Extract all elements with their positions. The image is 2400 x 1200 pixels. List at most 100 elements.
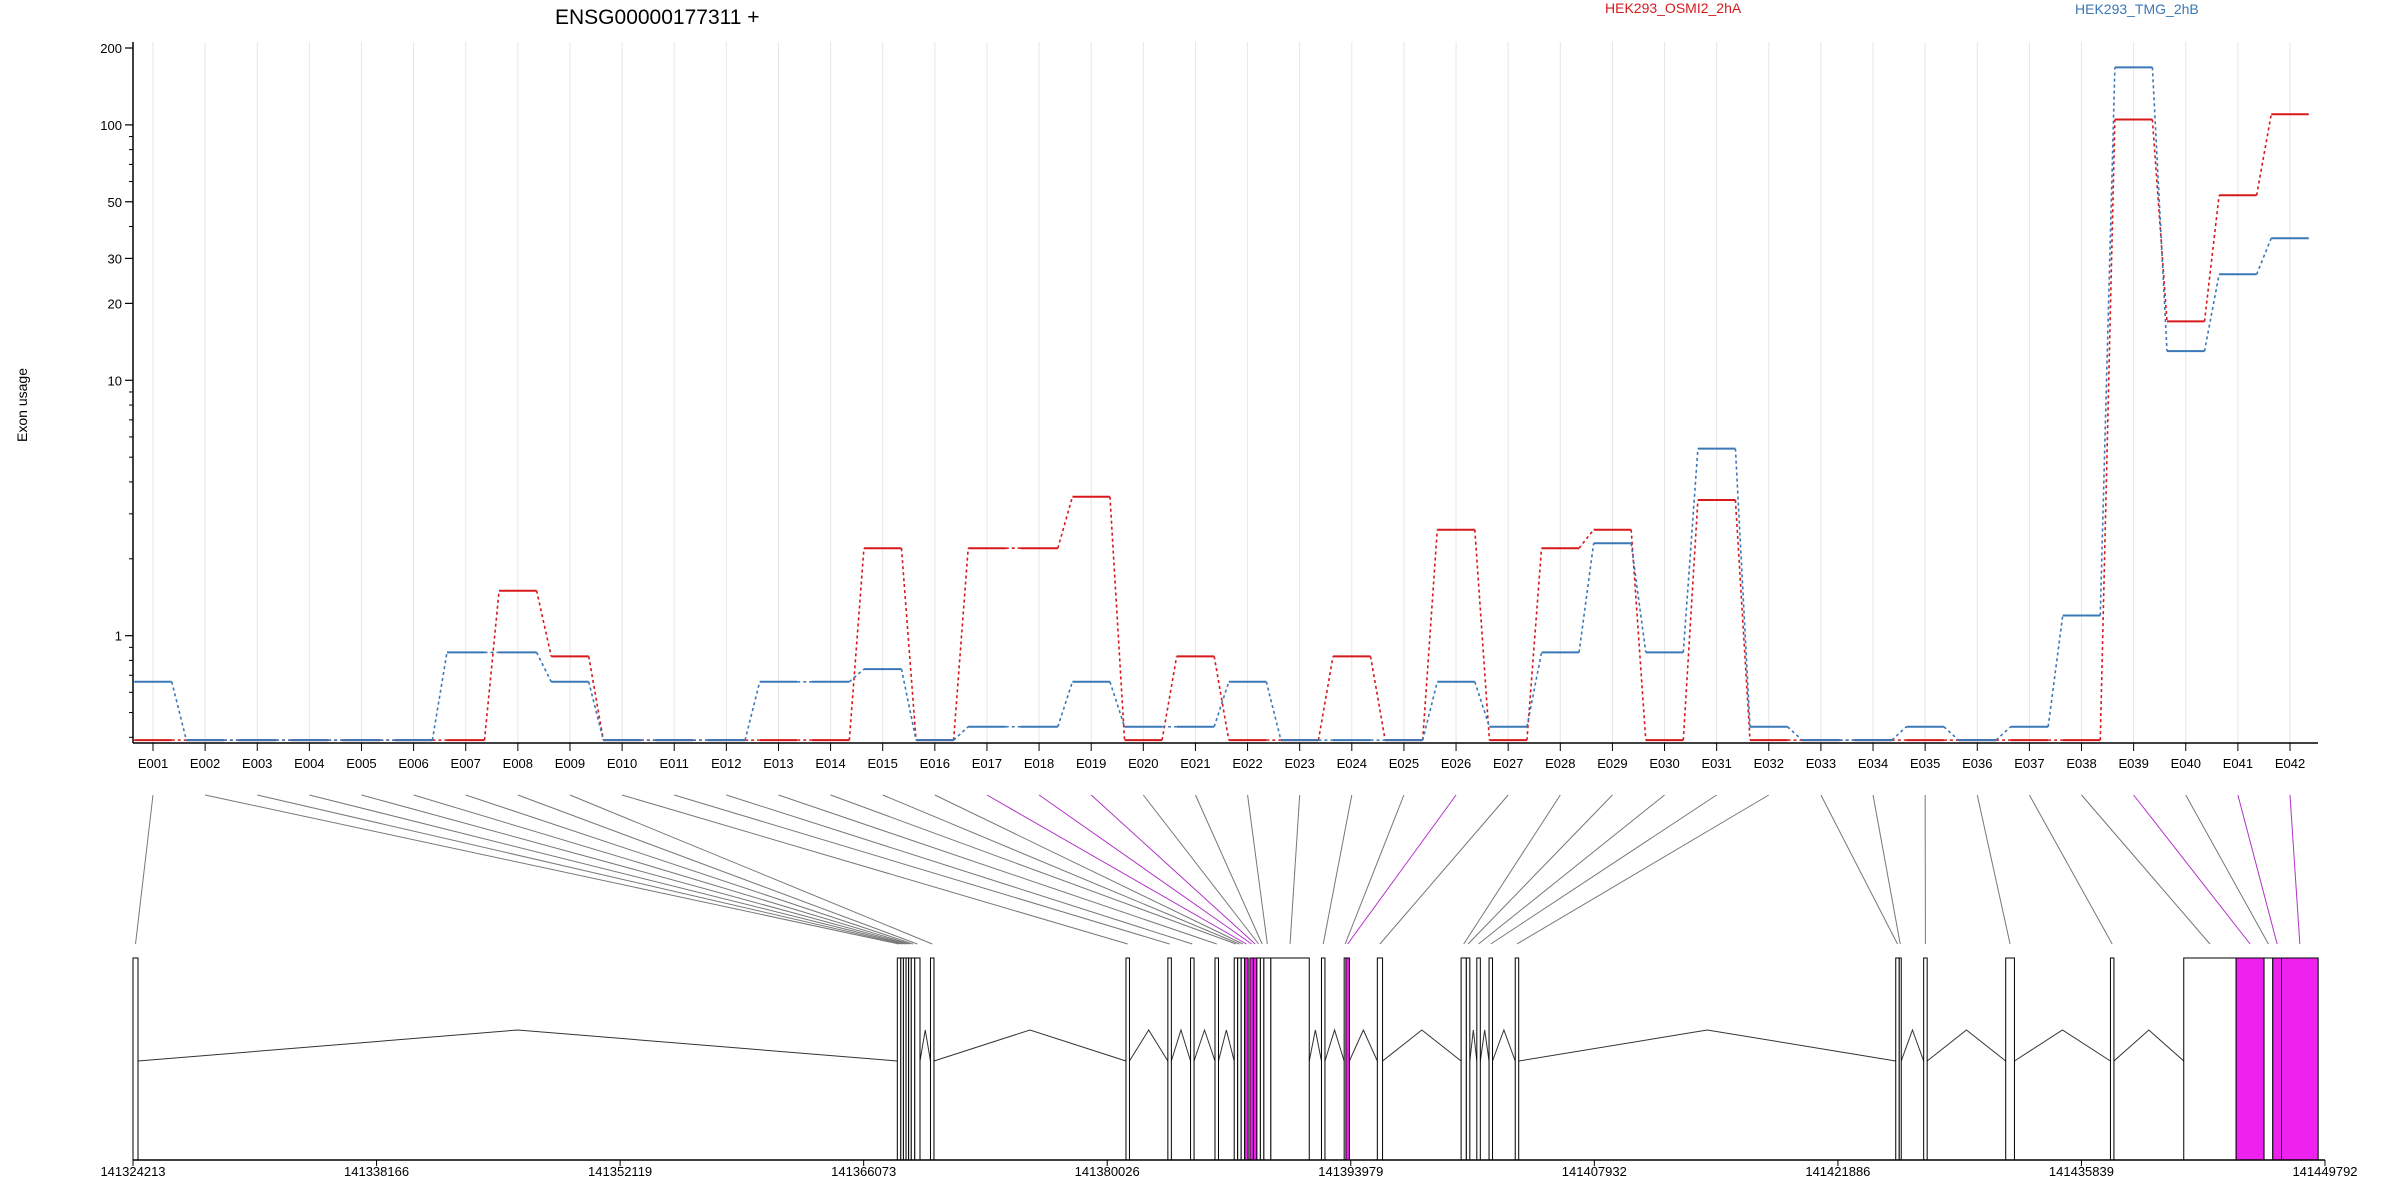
series-1-connector [1474,529,1491,741]
intron-line [1926,1029,2007,1062]
series-1-connector [1682,499,1699,741]
series-2-connector [1578,543,1595,653]
y-tick-label: 100 [100,118,122,133]
x-tick-label-e001: E001 [138,756,168,771]
series-2-connector [1682,448,1699,653]
grid-lines [152,42,2291,743]
x-tick-label-e016: E016 [920,756,950,771]
x-tick-label-e028: E028 [1545,756,1575,771]
y-tick-label: 20 [108,296,122,311]
x-tick-label-e019: E019 [1076,756,1106,771]
intron-line [1193,1028,1216,1062]
x-tick-label-e014: E014 [815,756,845,771]
series-2-connector [744,681,761,741]
x-tick-label-e003: E003 [242,756,272,771]
x-tick-label-e033: E033 [1806,756,1836,771]
intron-line [1469,1029,1478,1062]
y-axis: 1 10 20 30 50 100 200 [100,41,134,743]
connector-e014 [830,794,1237,945]
exon-box-e038 [2183,957,2237,1161]
x-tick-label-e011: E011 [660,756,689,771]
connector-e031 [1490,794,1717,945]
series-1-connector [1578,529,1595,549]
connector-e021 [1194,794,1263,945]
series-1-connector [587,656,605,741]
exon-box-e031 [1488,957,1494,1161]
connector-e030 [1478,794,1665,945]
series-2-connector [2203,274,2220,352]
y-tick-label: 10 [108,373,122,388]
exon-box-e027 [1376,957,1384,1161]
exon-box-e013 [1214,957,1219,1161]
connector-e032 [1516,794,1770,945]
x-tick-label-e041: E041 [2223,756,2253,771]
connector-e018 [1038,794,1252,945]
x-tick-label-e006: E006 [398,756,428,771]
series-1-connector [1630,529,1647,741]
connector-e037 [2028,794,2113,945]
genomic-tick-label: 141352119 [588,1164,652,1179]
connector-e027 [1379,794,1509,945]
genomic-tick-label: 141338166 [344,1164,409,1179]
exon-box-e029 [1465,957,1471,1161]
x-tick-label-e017: E017 [972,756,1002,771]
x-tick-label-e010: E010 [607,756,637,771]
exon-box-e015 [1237,957,1242,1161]
x-tick-label-e026: E026 [1441,756,1471,771]
x-tick-label-e005: E005 [346,756,376,771]
connector-e024 [1322,794,1353,945]
intron-line [1348,1028,1378,1062]
exon-box-e026 [1345,957,1350,1161]
genomic-tick-label: 141407932 [1562,1164,1627,1179]
intron-line [1518,1029,1896,1062]
genomic-axis: 141324213 141338166 141352119 141366073 1413… [100,1159,2358,1179]
exon-box-e018 [1249,957,1254,1161]
exon-box-e030 [1476,957,1481,1161]
y-tick-label: 1 [115,629,122,644]
chart-title: ENSG00000177311 + [555,6,760,29]
series-2-connector [1265,681,1282,741]
intron-line [1129,1029,1169,1062]
series-2-connector [953,726,969,741]
series-2-connector [1474,681,1491,727]
connector-e042 [2289,794,2301,945]
series-2-connector [1734,448,1751,727]
connector-e004 [309,794,905,945]
x-tick-label-e013: E013 [763,756,793,771]
intron-line [919,1029,931,1062]
exon-box-e001 [132,957,139,1161]
series-1-connector [952,548,969,741]
connector-e008 [517,794,918,945]
series-2-connector [1109,681,1126,727]
exon-box-e024 [1320,957,1326,1161]
intron-line [1479,1029,1490,1062]
x-tick-label-e008: E008 [503,756,533,771]
intron-line [933,1029,1127,1062]
exon-box-e010 [1125,957,1130,1161]
connector-e017 [986,794,1247,945]
y-tick-label: 30 [108,251,122,266]
connector-e020 [1142,794,1260,945]
exon-box-e019 [1252,957,1258,1161]
exon-box-e020 [1256,957,1261,1161]
connector-e022 [1247,794,1268,945]
exon-box-e028 [1460,957,1467,1161]
connector-e010 [621,794,1128,945]
exon-box-e007 [910,957,916,1161]
series-1-connector [2151,119,2168,322]
connector-e041 [2237,794,2278,945]
connector-e005 [361,794,908,945]
series-1-connector [848,548,865,741]
connector-e029 [1467,794,1613,945]
x-tick-label-e040: E040 [2171,756,2201,771]
connector-e012 [726,794,1193,945]
series-2-connector [587,681,605,741]
exon-box-e032 [1514,957,1520,1161]
connector-e003 [257,794,903,945]
series-2-connector [1526,652,1543,727]
genomic-tick-label: 141366073 [831,1164,896,1179]
legend-entry-tmg: HEK293_TMG_2hB [2075,1,2199,17]
exon-box-e041 [2272,957,2283,1161]
genomic-tick-label: 141421886 [1805,1164,1870,1179]
connector-e006 [413,794,911,945]
